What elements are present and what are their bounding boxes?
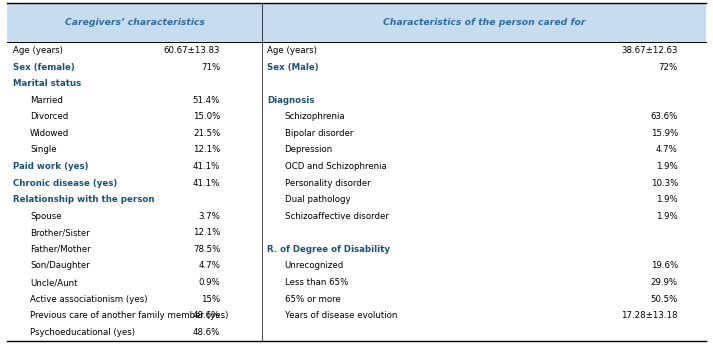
Text: 41.1%: 41.1% [193,179,220,187]
Bar [7,92,706,108]
Text: 71%: 71% [201,63,220,72]
Text: 15.0%: 15.0% [193,112,220,121]
Bar [7,191,706,208]
Text: Sex (Male): Sex (Male) [267,63,319,72]
Text: Married: Married [30,96,63,105]
Text: Single: Single [30,146,57,154]
Bar [7,3,262,42]
Text: 4.7%: 4.7% [198,261,220,270]
Text: Personality disorder: Personality disorder [284,179,370,187]
Bar [7,108,706,125]
Text: Sex (female): Sex (female) [13,63,74,72]
Text: 78.5%: 78.5% [193,245,220,254]
Bar [7,125,706,142]
Bar [7,208,706,225]
Text: Widowed: Widowed [30,129,69,138]
Bar [7,291,706,308]
Text: Less than 65%: Less than 65% [284,278,348,287]
Text: 50.5%: 50.5% [650,294,678,304]
Text: 41.1%: 41.1% [193,162,220,171]
Bar [7,241,706,258]
Bar [7,59,706,75]
Bar [262,3,706,42]
Text: R. of Degree of Disability: R. of Degree of Disability [267,245,390,254]
Text: Years of disease evolution: Years of disease evolution [284,311,397,320]
Text: Dual pathology: Dual pathology [284,195,350,204]
Text: Spouse: Spouse [30,212,62,221]
Text: Uncle/Aunt: Uncle/Aunt [30,278,78,287]
Bar [7,258,706,274]
Bar [7,324,706,341]
Text: 0.9%: 0.9% [198,278,220,287]
Text: Schizophrenia: Schizophrenia [284,112,345,121]
Bar [7,158,706,175]
Text: Divorced: Divorced [30,112,68,121]
Text: Son/Daughter: Son/Daughter [30,261,90,270]
Text: 48.6%: 48.6% [193,328,220,337]
Bar [7,175,706,191]
Bar [7,75,706,92]
Text: 17.28±13.18: 17.28±13.18 [622,311,678,320]
Text: 48.6%: 48.6% [193,311,220,320]
Bar [7,142,706,158]
Text: Bipolar disorder: Bipolar disorder [284,129,353,138]
Text: 10.3%: 10.3% [650,179,678,187]
Bar [7,42,706,59]
Bar [7,274,706,291]
Text: 1.9%: 1.9% [656,162,678,171]
Text: 72%: 72% [659,63,678,72]
Text: Active associationism (yes): Active associationism (yes) [30,294,148,304]
Text: 1.9%: 1.9% [656,212,678,221]
Text: Previous care of another family member (yes): Previous care of another family member (… [30,311,229,320]
Text: Psychoeducational (yes): Psychoeducational (yes) [30,328,135,337]
Text: 15%: 15% [201,294,220,304]
Text: OCD and Schizophrenia: OCD and Schizophrenia [284,162,386,171]
Text: Father/Mother: Father/Mother [30,245,91,254]
Text: Unrecognized: Unrecognized [284,261,344,270]
Text: 4.7%: 4.7% [656,146,678,154]
Text: Age (years): Age (years) [267,46,317,55]
Text: Brother/Sister: Brother/Sister [30,228,90,237]
Bar [7,308,706,324]
Text: Characteristics of the person cared for: Characteristics of the person cared for [383,18,585,27]
Text: 65% or more: 65% or more [284,294,340,304]
Text: Relationship with the person: Relationship with the person [13,195,154,204]
Text: 60.67±13.83: 60.67±13.83 [164,46,220,55]
Text: 29.9%: 29.9% [651,278,678,287]
Text: 3.7%: 3.7% [198,212,220,221]
Text: Caregivers’ characteristics: Caregivers’ characteristics [65,18,205,27]
Bar [7,225,706,241]
Text: 38.67±12.63: 38.67±12.63 [622,46,678,55]
Text: Diagnosis: Diagnosis [267,96,314,105]
Text: 19.6%: 19.6% [651,261,678,270]
Text: 12.1%: 12.1% [193,228,220,237]
Text: 21.5%: 21.5% [193,129,220,138]
Text: 63.6%: 63.6% [650,112,678,121]
Text: 12.1%: 12.1% [193,146,220,154]
Text: Depression: Depression [284,146,333,154]
Text: 15.9%: 15.9% [651,129,678,138]
Text: Marital status: Marital status [13,79,81,88]
Text: Age (years): Age (years) [13,46,63,55]
Text: 1.9%: 1.9% [656,195,678,204]
Text: Paid work (yes): Paid work (yes) [13,162,88,171]
Text: Schizoaffective disorder: Schizoaffective disorder [284,212,389,221]
Text: 51.4%: 51.4% [193,96,220,105]
Text: Chronic disease (yes): Chronic disease (yes) [13,179,117,187]
